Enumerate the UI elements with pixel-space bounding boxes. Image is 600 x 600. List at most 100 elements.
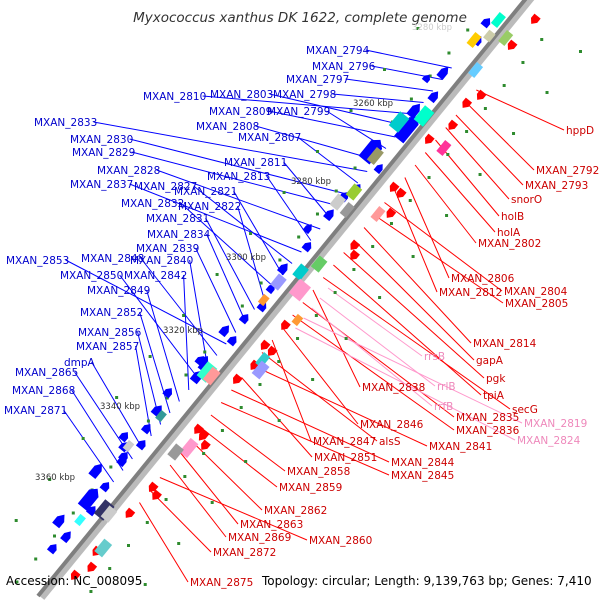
left-strand-gene[interactable] [226, 334, 240, 347]
annotated-gene-block[interactable] [490, 12, 506, 28]
gene-label-left[interactable]: MXAN_2829 [72, 147, 135, 159]
gene-label-left[interactable]: MXAN_2871 [4, 405, 67, 417]
left-strand-gene[interactable] [301, 240, 315, 253]
right-strand-gene[interactable] [149, 489, 162, 503]
gene-label-left[interactable]: MXAN_2799 [267, 106, 330, 118]
gene-label-left[interactable]: MXAN_2794 [306, 45, 370, 57]
annotated-gene-block[interactable] [255, 352, 271, 368]
annotated-gene-block[interactable] [366, 146, 384, 166]
left-strand-gene[interactable] [218, 323, 232, 338]
gene-label-right[interactable]: MXAN_2846 [360, 419, 424, 431]
gene-label-left[interactable]: MXAN_2833 [34, 117, 97, 129]
annotated-gene-block[interactable] [270, 273, 287, 291]
left-strand-gene[interactable] [265, 282, 278, 295]
left-strand-gene[interactable] [480, 16, 494, 29]
rna-label[interactable]: rrsB [424, 351, 445, 363]
right-strand-gene[interactable] [146, 481, 159, 495]
gene-label-right[interactable]: pgk [486, 373, 506, 385]
gene-label-left[interactable]: MXAN_2822 [178, 201, 241, 213]
gene-label-left[interactable]: MXAN_2853 [6, 255, 69, 267]
gene-label-right[interactable]: snorO [511, 194, 542, 206]
gene-label-left[interactable]: MXAN_2807 [238, 132, 301, 144]
left-strand-gene[interactable] [118, 430, 131, 443]
left-strand-gene[interactable] [276, 261, 291, 276]
right-strand-gene[interactable] [528, 13, 541, 27]
annotated-gene-block[interactable] [251, 360, 270, 380]
gene-label-right[interactable]: MXAN_2814 [473, 338, 537, 350]
annotated-gene-block[interactable] [179, 437, 199, 459]
annotated-gene-block[interactable] [94, 538, 113, 558]
annotated-gene-block[interactable] [167, 443, 184, 461]
annotated-gene-block[interactable] [329, 193, 347, 211]
right-strand-gene[interactable] [85, 561, 98, 575]
gene-label-left[interactable]: MXAN_2821 [174, 186, 237, 198]
gene-label-right[interactable]: MXAN_2844 [391, 457, 455, 469]
annotated-gene-block[interactable] [202, 366, 221, 386]
gene-label-left[interactable]: MXAN_2849 [87, 285, 150, 297]
annotated-gene-block[interactable] [339, 202, 355, 218]
left-strand-gene[interactable] [373, 162, 386, 175]
right-strand-gene[interactable] [384, 207, 397, 221]
left-strand-gene[interactable] [52, 512, 68, 529]
right-strand-gene[interactable] [348, 239, 361, 253]
gene-label-left[interactable]: MXAN_2834 [147, 229, 211, 241]
gene-label-left[interactable]: MXAN_2850 [60, 270, 123, 282]
gene-label-right[interactable]: MXAN_2804 [504, 286, 568, 298]
gene-label-right[interactable]: secG [512, 404, 538, 416]
gene-label-right[interactable]: MXAN_2860 [309, 535, 372, 547]
gene-label-right[interactable]: holB [501, 211, 524, 223]
gene-label-right[interactable]: MXAN_2847 [313, 436, 376, 448]
gene-label-left[interactable]: MXAN_2797 [286, 74, 349, 86]
gene-label-right[interactable]: gapA [476, 355, 504, 367]
annotated-gene-block[interactable] [122, 439, 135, 453]
gene-labels[interactable]: MXAN_2794MXAN_2796MXAN_2797MXAN_2798MXAN… [4, 45, 599, 589]
rna-label[interactable]: rrfB [434, 401, 453, 413]
annotated-gene-block[interactable] [310, 255, 328, 273]
annotated-gene-block[interactable] [498, 30, 514, 46]
gene-label-left[interactable]: MXAN_2827 [134, 181, 197, 193]
annotated-gene-block[interactable] [196, 361, 218, 383]
gene-label-right[interactable]: MXAN_2863 [240, 519, 303, 531]
gene-label-right[interactable]: MXAN_2845 [391, 470, 454, 482]
gene-label-left[interactable]: MXAN_2803 [210, 89, 273, 101]
gene-label-left[interactable]: MXAN_2848 [81, 253, 144, 265]
gene-label-right[interactable]: tpiA [483, 390, 505, 402]
right-strand-gene[interactable] [505, 39, 518, 53]
annotated-gene-block[interactable] [93, 499, 115, 521]
gene-label-left[interactable]: MXAN_2852 [80, 307, 143, 319]
rna-label[interactable]: MXAN_2819 [524, 418, 587, 430]
annotated-gene-block[interactable] [257, 293, 270, 307]
gene-label-right[interactable]: MXAN_2875 [190, 577, 253, 589]
gene-label-right[interactable]: MXAN_2793 [525, 180, 588, 192]
right-strand-gene[interactable] [198, 439, 211, 453]
gene-label-right[interactable]: MXAN_2862 [264, 505, 327, 517]
annotated-gene-block[interactable] [288, 278, 312, 302]
left-strand-gene[interactable] [77, 485, 102, 512]
gene-label-right[interactable]: MXAN_2835 [456, 412, 519, 424]
gene-label-left[interactable]: MXAN_2808 [196, 121, 259, 133]
left-strand-gene[interactable] [394, 113, 422, 144]
gene-label-right[interactable]: MXAN_2841 [429, 441, 492, 453]
right-strand-gene[interactable] [422, 133, 435, 147]
left-strand-gene[interactable] [302, 222, 315, 235]
gene-label-left[interactable]: MXAN_2828 [97, 165, 160, 177]
rna-label[interactable]: rrlB [437, 381, 456, 393]
right-strand-gene[interactable] [196, 428, 210, 443]
annotated-gene-block[interactable] [155, 409, 167, 423]
gene-label-left[interactable]: MXAN_2868 [12, 385, 75, 397]
annotated-gene-block[interactable] [483, 29, 496, 43]
left-strand-gene[interactable] [406, 101, 423, 120]
left-strand-gene[interactable] [60, 529, 74, 544]
annotated-gene-block[interactable] [468, 62, 484, 78]
gene-label-left[interactable]: MXAN_2856 [78, 327, 142, 339]
annotated-gene-block[interactable] [345, 183, 363, 201]
gene-label-right[interactable]: alsS [379, 436, 401, 448]
annotated-gene-block[interactable] [466, 32, 482, 48]
right-strand-gene[interactable] [387, 181, 400, 195]
right-strand-gene[interactable] [265, 345, 278, 359]
right-strand-gene[interactable] [258, 339, 271, 353]
gene-label-right[interactable]: MXAN_2858 [287, 466, 350, 478]
left-strand-gene[interactable] [46, 542, 60, 555]
left-strand-gene[interactable] [140, 422, 154, 435]
right-strand-gene[interactable] [460, 97, 473, 111]
